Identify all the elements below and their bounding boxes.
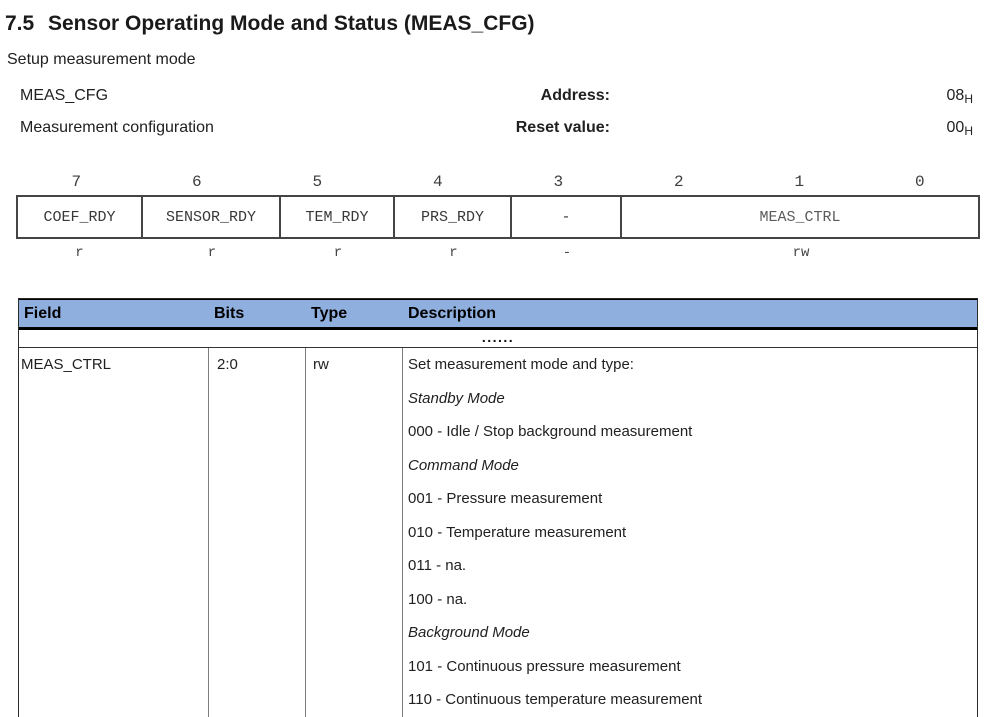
bitfield-tem-rdy: TEM_RDY <box>281 197 395 237</box>
description-line: 000 - Idle / Stop background measurement <box>408 415 977 449</box>
meta-row-address: MEAS_CFG Address: 08H <box>20 87 973 106</box>
access-type-row: r r r r - rw <box>16 245 980 261</box>
table-row-meas-ctrl: MEAS_CTRL 2:0 rw Set measurement mode an… <box>19 348 977 717</box>
register-description: Measurement configuration <box>20 119 480 137</box>
column-header-description: Description <box>403 305 977 323</box>
description-line: 101 - Continuous pressure measurement <box>408 650 977 684</box>
description-line: 011 - na. <box>408 549 977 583</box>
reset-value-hex: 00 <box>947 119 965 136</box>
access-coef-rdy: r <box>16 245 143 261</box>
description-line: 010 - Temperature measurement <box>408 516 977 550</box>
access-prs-rdy: r <box>395 245 512 261</box>
access-tem-rdy: r <box>281 245 395 261</box>
address-label: Address: <box>480 87 610 105</box>
table-header-row: Field Bits Type Description <box>19 299 977 330</box>
register-name: MEAS_CFG <box>20 87 480 105</box>
cell-bits: 2:0 <box>209 348 306 717</box>
register-bitfield-diagram: COEF_RDY SENSOR_RDY TEM_RDY PRS_RDY - ME… <box>16 195 980 239</box>
bit-number-row: 7 6 5 4 3 2 1 0 <box>16 173 980 191</box>
bitfield-meas-ctrl: MEAS_CTRL <box>622 197 978 237</box>
column-header-field: Field <box>19 305 209 323</box>
description-mode-command: Command Mode <box>408 449 977 483</box>
access-sensor-rdy: r <box>143 245 281 261</box>
column-header-bits: Bits <box>209 305 306 323</box>
description-line: 001 - Pressure measurement <box>408 482 977 516</box>
bit-number: 7 <box>16 173 137 191</box>
description-mode-background: Background Mode <box>408 616 977 650</box>
bit-number: 4 <box>378 173 499 191</box>
section-heading: 7.5Sensor Operating Mode and Status (MEA… <box>5 12 987 36</box>
address-value-hex: 08 <box>947 87 965 104</box>
cell-type: rw <box>306 348 403 717</box>
reset-value: 00H <box>610 119 973 138</box>
section-number: 7.5 <box>5 12 48 36</box>
datasheet-page: 7.5Sensor Operating Mode and Status (MEA… <box>0 0 987 717</box>
description-line: Set measurement mode and type: <box>408 348 977 382</box>
ellipsis-row: ...... <box>19 330 977 348</box>
reset-value-label: Reset value: <box>480 119 610 137</box>
column-header-type: Type <box>306 305 403 323</box>
description-line: 110 - Continuous temperature measurement <box>408 683 977 717</box>
bit-number: 3 <box>498 173 619 191</box>
address-value-suffix: H <box>964 92 973 106</box>
bit-number: 5 <box>257 173 378 191</box>
bitfield-reserved: - <box>512 197 622 237</box>
cell-description: Set measurement mode and type: Standby M… <box>403 348 977 717</box>
register-subtitle: Setup measurement mode <box>7 51 987 69</box>
access-meas-ctrl: rw <box>622 245 980 261</box>
bit-number: 2 <box>619 173 740 191</box>
description-mode-standby: Standby Mode <box>408 382 977 416</box>
meta-row-reset: Measurement configuration Reset value: 0… <box>20 119 973 138</box>
bitfield-sensor-rdy: SENSOR_RDY <box>143 197 281 237</box>
reset-value-suffix: H <box>964 124 973 138</box>
access-reserved: - <box>512 245 622 261</box>
bit-number: 6 <box>137 173 258 191</box>
bitfield-coef-rdy: COEF_RDY <box>18 197 143 237</box>
address-value: 08H <box>610 87 973 106</box>
register-meta: MEAS_CFG Address: 08H Measurement config… <box>20 87 973 138</box>
bit-number: 1 <box>739 173 860 191</box>
bit-number: 0 <box>860 173 981 191</box>
bitfield-prs-rdy: PRS_RDY <box>395 197 512 237</box>
cell-field: MEAS_CTRL <box>19 348 209 717</box>
description-line: 100 - na. <box>408 583 977 617</box>
section-title-text: Sensor Operating Mode and Status (MEAS_C… <box>48 12 535 35</box>
field-description-table: Field Bits Type Description ...... MEAS_… <box>18 298 978 717</box>
